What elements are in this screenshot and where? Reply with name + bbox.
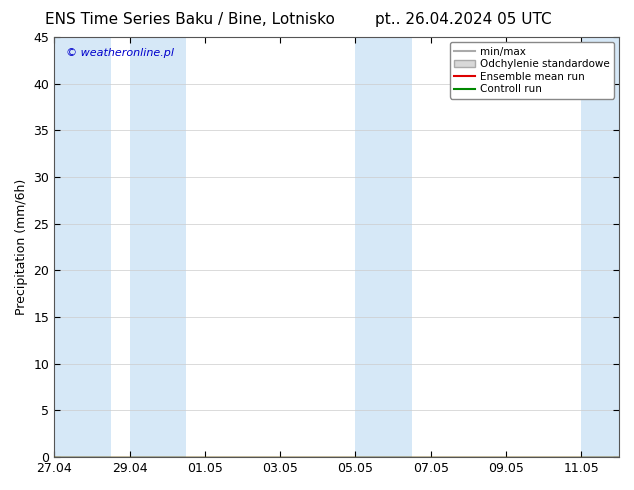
Bar <box>356 37 412 457</box>
Bar <box>55 37 111 457</box>
Bar <box>129 37 186 457</box>
Y-axis label: Precipitation (mm/6h): Precipitation (mm/6h) <box>15 179 28 315</box>
Bar <box>581 37 619 457</box>
Text: ENS Time Series Baku / Bine, Lotnisko: ENS Time Series Baku / Bine, Lotnisko <box>45 12 335 27</box>
Legend: min/max, Odchylenie standardowe, Ensemble mean run, Controll run: min/max, Odchylenie standardowe, Ensembl… <box>450 42 614 98</box>
Text: pt.. 26.04.2024 05 UTC: pt.. 26.04.2024 05 UTC <box>375 12 551 27</box>
Text: © weatheronline.pl: © weatheronline.pl <box>65 48 174 58</box>
